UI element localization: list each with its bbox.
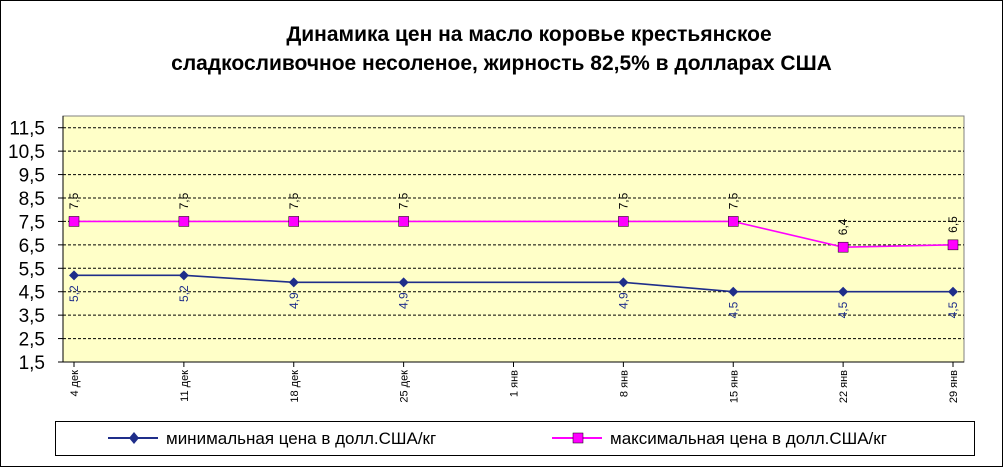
y-tick-label: 6,5 xyxy=(19,236,45,257)
data-point-min xyxy=(288,277,299,288)
data-point-max xyxy=(837,241,849,253)
data-label-min: 4,5 xyxy=(836,301,850,318)
x-tick-label: 29 янв xyxy=(948,370,960,403)
data-point-max xyxy=(947,239,959,251)
legend: минимальная цена в долл.США/кг максималь… xyxy=(55,421,975,456)
data-label-max: 7,5 xyxy=(177,192,191,209)
data-label-min: 5,2 xyxy=(67,285,81,302)
legend-label-max: максимальная цена в долл.США/кг xyxy=(610,429,887,448)
data-label-min: 5,2 xyxy=(177,285,191,302)
data-label-max: 7,5 xyxy=(67,192,81,209)
data-label-max: 7,5 xyxy=(726,192,740,209)
plot-area xyxy=(62,115,965,363)
x-tick-label: 15 янв xyxy=(728,370,740,403)
x-tick-label: 4 дек xyxy=(69,370,81,397)
y-tick-label: 3,5 xyxy=(19,306,45,327)
legend-label-min: минимальная цена в долл.США/кг xyxy=(166,429,437,448)
data-point-min xyxy=(178,270,189,281)
y-tick-label: 8,5 xyxy=(19,189,45,210)
x-tick-label: 8 янв xyxy=(618,370,630,397)
x-tick-label: 25 дек xyxy=(399,370,411,403)
data-point-max xyxy=(398,216,409,227)
y-tick-label: 7,5 xyxy=(19,212,45,233)
y-tick-label: 10,5 xyxy=(8,142,45,163)
data-label-max: 6,5 xyxy=(946,216,960,233)
chart-title: Динамика цен на масло коровье крестьянск… xyxy=(0,20,1003,78)
legend-diamond-marker xyxy=(129,432,139,444)
chart-title-line-2: сладкосливочное несоленое, жирность 82,5… xyxy=(171,52,832,75)
x-tick-label: 22 янв xyxy=(838,370,850,403)
data-label-max: 7,5 xyxy=(397,192,411,209)
data-point-min xyxy=(948,286,958,297)
data-label-min: 4,9 xyxy=(287,292,301,309)
data-point-max xyxy=(68,216,80,227)
data-point-max xyxy=(728,216,739,227)
y-tick-label: 2,5 xyxy=(19,330,45,351)
data-point-max xyxy=(288,216,299,227)
data-point-max xyxy=(618,216,629,227)
y-tick-label: 9,5 xyxy=(19,166,45,187)
data-label-min: 4,5 xyxy=(946,301,960,318)
y-tick-label: 1,5 xyxy=(19,353,45,374)
data-label-min: 4,5 xyxy=(726,301,740,318)
series-line-max xyxy=(74,220,954,249)
y-tick-label: 11,5 xyxy=(9,119,45,140)
data-label-min: 4,9 xyxy=(616,292,630,309)
x-tick-label: 11 дек xyxy=(179,370,191,402)
data-label-max: 6,4 xyxy=(836,218,850,235)
data-point-min xyxy=(618,277,629,288)
chart-title-line-1: Динамика цен на масло коровье крестьянск… xyxy=(286,23,772,46)
x-tick-label: 1 янв xyxy=(509,370,521,397)
data-point-min xyxy=(838,286,849,297)
x-tick-label: 18 дек xyxy=(289,370,301,403)
series-line-min xyxy=(74,274,953,293)
legend-square-marker xyxy=(572,432,584,444)
data-label-max: 7,5 xyxy=(616,192,630,209)
data-label-min: 4,9 xyxy=(397,292,411,309)
y-tick-label: 5,5 xyxy=(19,259,45,280)
data-point-min xyxy=(398,277,409,288)
data-point-min xyxy=(728,286,739,297)
data-label-max: 7,5 xyxy=(287,192,301,209)
data-point-max xyxy=(178,216,190,227)
y-tick-label: 4,5 xyxy=(19,283,45,304)
data-point-min xyxy=(69,270,79,281)
